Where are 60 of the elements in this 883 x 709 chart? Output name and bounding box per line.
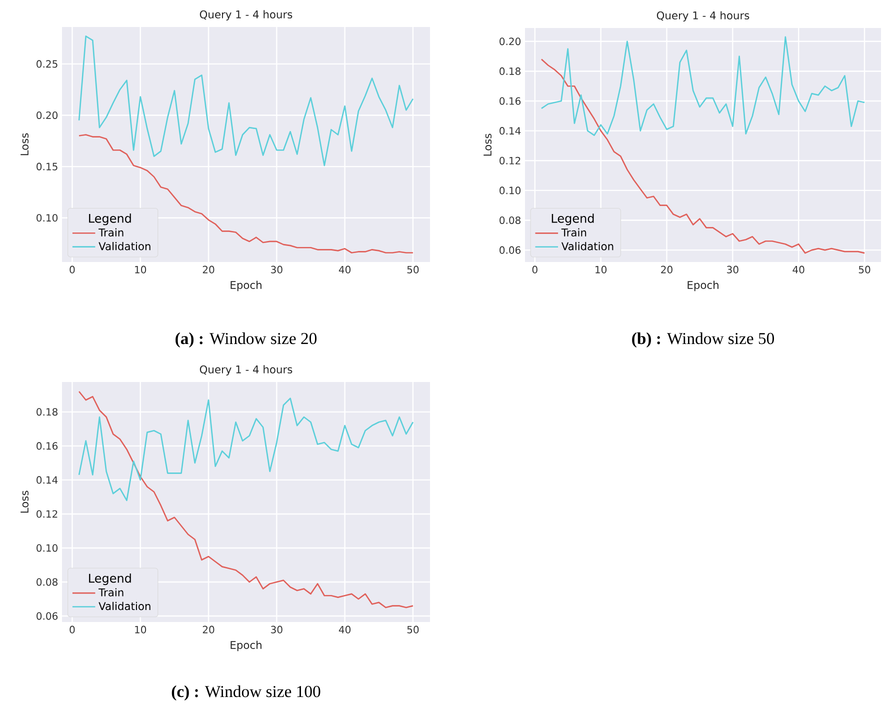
y-tick-label: 0.20 — [500, 38, 521, 46]
x-tick-label: 50 — [407, 626, 419, 634]
y-tick-label: 0.08 — [36, 578, 58, 586]
y-tick-label: 0.16 — [500, 97, 521, 105]
x-tick-label: 10 — [135, 626, 146, 634]
legend-title: Legend — [552, 214, 594, 226]
chart-title: Query 1 - 4 hours — [200, 365, 292, 376]
x-tick-label: 0 — [70, 626, 75, 634]
y-tick-label: 0.25 — [36, 60, 58, 68]
x-tick-label: 0 — [532, 266, 538, 274]
y-axis-title: Loss — [484, 134, 492, 156]
y-tick-label: 0.06 — [500, 246, 521, 254]
text: (c) : Window size 100 — [172, 685, 320, 701]
x-tick-label: 0 — [70, 266, 75, 274]
x-tick-label: 20 — [661, 266, 672, 274]
x-tick-label: 30 — [271, 626, 282, 634]
y-tick-label: 0.16 — [36, 442, 58, 450]
x-tick-label: 20 — [202, 626, 214, 634]
line-series — [78, 36, 414, 166]
chart-title: Query 1 - 4 hours — [200, 10, 292, 20]
x-tick-label: 30 — [271, 266, 282, 274]
y-tick-label: 0.14 — [36, 476, 58, 484]
x-tick-label: 40 — [338, 626, 350, 634]
legend-label: Validation — [98, 602, 150, 610]
x-tick-label: 10 — [596, 266, 606, 274]
x-tick-label: 40 — [792, 266, 804, 274]
legend-title: Legend — [89, 573, 131, 586]
y-axis-title: Loss — [20, 490, 29, 513]
legend-title: Legend — [89, 214, 131, 226]
x-tick-label: 50 — [858, 266, 870, 274]
legend-label: Train — [98, 228, 124, 237]
y-tick-label: 0.14 — [500, 127, 521, 135]
y-tick-label: 0.12 — [36, 510, 58, 518]
y-tick-label: 0.06 — [36, 612, 58, 620]
line-series — [78, 390, 414, 608]
legend-label: Validation — [98, 242, 150, 250]
text: (a) : Window size 20 — [176, 332, 317, 348]
legend-label: Train — [98, 588, 124, 596]
y-axis-title: Loss — [20, 133, 29, 156]
y-tick-label: 0.20 — [36, 111, 58, 120]
y-tick-label: 0.08 — [500, 216, 520, 224]
y-tick-label: 0.12 — [500, 156, 520, 164]
x-axis-title: Epoch — [230, 280, 262, 292]
chart-title: Query 1 - 4 hours — [656, 11, 750, 22]
legend-label: Validation — [561, 242, 614, 250]
y-tick-label: 0.10 — [500, 186, 521, 194]
y-tick-label: 0.10 — [36, 214, 58, 222]
y-tick-label: 0.18 — [36, 408, 58, 416]
y-tick-label: 0.18 — [500, 67, 520, 75]
x-tick-label: 30 — [727, 266, 738, 274]
x-tick-label: 50 — [407, 266, 419, 274]
x-axis-title: Epoch — [688, 280, 718, 292]
text: (b) : Window size 50 — [632, 332, 774, 348]
x-tick-label: 40 — [338, 266, 350, 274]
y-tick-label: 0.15 — [36, 162, 58, 170]
y-tick-label: 0.10 — [36, 544, 58, 552]
x-tick-label: 20 — [202, 266, 214, 274]
x-tick-label: 10 — [135, 266, 146, 274]
x-axis-title: Epoch — [230, 640, 262, 652]
legend-label: Train — [561, 228, 586, 237]
